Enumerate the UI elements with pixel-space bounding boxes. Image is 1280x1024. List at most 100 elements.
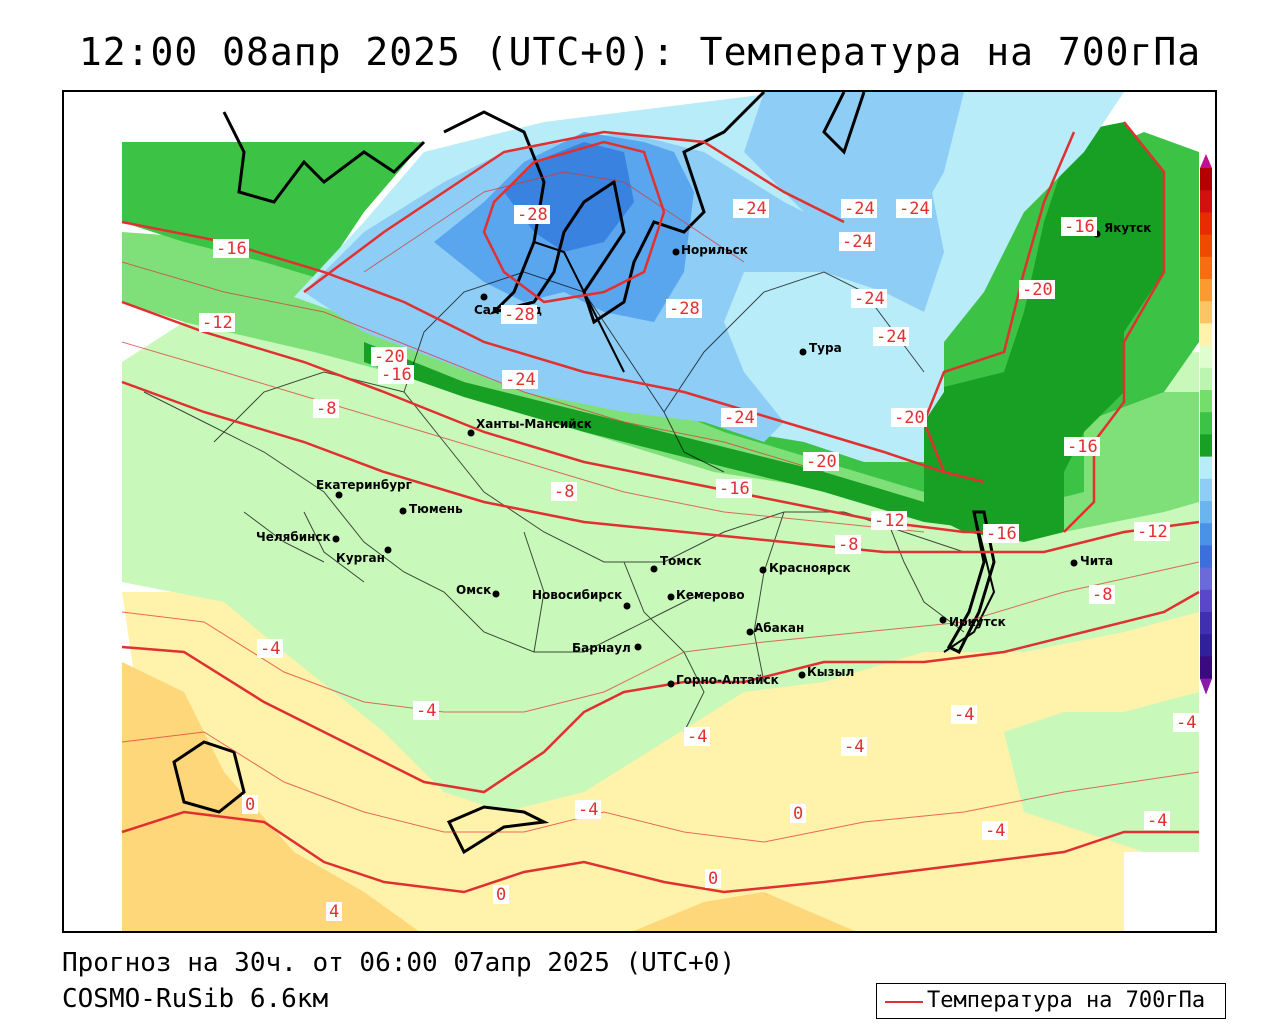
svg-text:Якутск: Якутск (1104, 221, 1151, 235)
isoline-label: -28 (514, 205, 550, 225)
isoline-label: -24 (841, 199, 877, 219)
city-kemerovo: Кемерово (667, 588, 745, 602)
city-barnaul: Барнаул (572, 641, 642, 655)
scale-tick-label: 24 (1216, 184, 1217, 199)
legend-line-swatch (885, 1001, 923, 1003)
scale-tick-label: -52 (1216, 606, 1217, 621)
svg-text:-28: -28 (504, 305, 535, 325)
svg-text:-24: -24 (899, 199, 930, 219)
isoline-label: -4 (841, 737, 867, 757)
scale-swatch (1200, 434, 1212, 458)
city-chita: Чита (1070, 554, 1113, 568)
svg-text:-4: -4 (687, 727, 707, 747)
isoline-label: -24 (502, 370, 538, 390)
isoline-label: -8 (1089, 585, 1115, 605)
temperature-map: Якутск Норильск Салехард Тура Ханты-Манс… (62, 90, 1217, 933)
svg-text:-20: -20 (374, 347, 405, 367)
isoline-label: 0 (790, 804, 806, 824)
chart-title: 12:00 08апр 2025 (UTC+0): Температура на… (78, 30, 1202, 74)
scale-swatch (1200, 589, 1212, 613)
isoline-label: -8 (313, 399, 339, 419)
svg-text:Ханты-Мансийск: Ханты-Мансийск (476, 417, 592, 431)
scale-tick-label: -40 (1216, 539, 1217, 554)
svg-text:4: 4 (329, 902, 339, 922)
isoline-label: -16 (1061, 217, 1097, 237)
isoline-label: -24 (733, 199, 769, 219)
map-canvas: Якутск Норильск Салехард Тура Ханты-Манс… (64, 92, 1215, 931)
city-gorno-altaysk: Горно-Алтайск (667, 673, 779, 688)
city-yekaterinburg: Екатеринбург (316, 478, 412, 499)
svg-text:-16: -16 (381, 365, 412, 385)
scale-tick-label: 28 (1216, 162, 1217, 177)
isoline-label: -24 (896, 199, 932, 219)
city-khanty-mansiysk: Ханты-Мансийск (467, 417, 592, 437)
legend: Температура на 700гПа (876, 983, 1226, 1019)
zone-warm-4-8b (633, 892, 855, 931)
legend-label: Температура на 700гПа (927, 988, 1206, 1013)
svg-text:-24: -24 (724, 408, 755, 428)
model-name: COSMO-RuSib 6.6км (62, 984, 329, 1014)
svg-text:0: 0 (245, 795, 255, 815)
city-kyzyl: Кызыл (798, 665, 854, 679)
scale-arrow-bottom (1200, 678, 1212, 695)
isoline-label: -4 (684, 727, 710, 747)
city-novosibirsk: Новосибирск (532, 588, 631, 610)
svg-text:-8: -8 (316, 399, 336, 419)
scale-swatch (1200, 345, 1212, 369)
city-omsk: Омск (456, 583, 500, 598)
scale-swatch (1200, 323, 1212, 347)
scale-tick-label: 20 (1216, 206, 1217, 221)
svg-text:-24: -24 (876, 327, 907, 347)
city-irkutsk: Иркутск (939, 615, 1006, 629)
svg-text:-20: -20 (806, 452, 837, 472)
isoline-label: 0 (493, 885, 509, 905)
isoline-label: -4 (1173, 713, 1199, 733)
city-krasnoyarsk: Красноярск (759, 561, 851, 575)
svg-text:-16: -16 (719, 479, 750, 499)
scale-tick-label: -24 (1216, 451, 1217, 466)
scale-swatch (1200, 412, 1212, 435)
svg-text:Челябинск: Челябинск (256, 530, 331, 544)
zone-minus24-east (744, 92, 964, 272)
isoline-label: -20 (1019, 280, 1055, 300)
city-kurgan: Курган (336, 546, 392, 565)
scale-arrow-top (1200, 154, 1212, 168)
zone-warm-4-8 (122, 662, 419, 931)
svg-text:Тура: Тура (809, 341, 842, 355)
scale-swatch (1200, 478, 1212, 502)
svg-text:Омск: Омск (456, 583, 491, 597)
city-tura: Тура (799, 341, 842, 356)
isoline-label: -4 (413, 701, 439, 721)
scale-tick-label: -36 (1216, 517, 1217, 532)
svg-text:-8: -8 (554, 482, 574, 502)
zone-minus16-minus20-band (364, 342, 1004, 532)
scale-tick-label: 12 (1216, 251, 1217, 266)
scale-tick-label: -12 (1216, 384, 1217, 399)
scale-tick-label: -4 (1216, 340, 1217, 355)
isoline-label: -4 (982, 821, 1008, 841)
svg-text:-20: -20 (1022, 280, 1053, 300)
svg-text:Кызыл: Кызыл (807, 665, 854, 679)
city-tyumen: Тюмень (399, 502, 463, 516)
caspian-aral (172, 740, 550, 855)
svg-text:Абакан: Абакан (754, 621, 804, 635)
isotherms (121, 121, 1200, 894)
scale-tick-label: 16 (1216, 229, 1217, 244)
svg-text:-12: -12 (202, 313, 233, 333)
svg-text:Иркутск: Иркутск (949, 615, 1006, 629)
svg-text:Курган: Курган (336, 551, 385, 565)
scale-swatch (1200, 279, 1212, 302)
svg-text:-28: -28 (669, 299, 700, 319)
svg-text:-24: -24 (505, 370, 536, 390)
isoline-label: -4 (951, 705, 977, 725)
svg-text:-4: -4 (260, 639, 280, 659)
svg-text:Красноярск: Красноярск (769, 561, 851, 575)
isoline-label: -4 (257, 639, 283, 659)
svg-text:-16: -16 (216, 239, 247, 259)
city-norilsk: Норильск (672, 243, 748, 257)
scale-swatch (1200, 367, 1212, 391)
svg-text:0: 0 (793, 804, 803, 824)
svg-text:Барнаул: Барнаул (572, 641, 631, 655)
scale-swatch (1200, 190, 1212, 213)
scale-tick-label: -28 (1216, 473, 1217, 488)
